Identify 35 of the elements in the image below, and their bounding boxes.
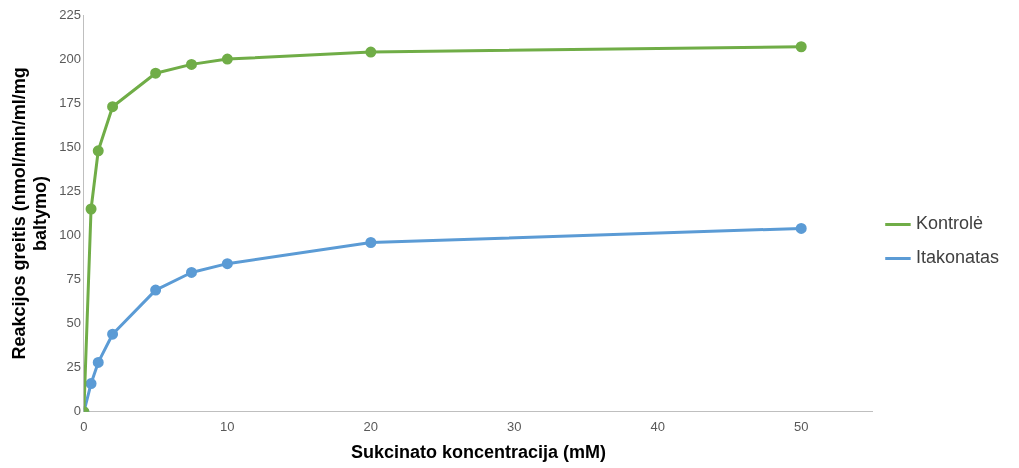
- point: [92, 145, 104, 157]
- y-tick-label: 175: [59, 94, 81, 110]
- point: [85, 378, 97, 390]
- point: [107, 328, 119, 340]
- y-tick-label: 150: [59, 138, 81, 154]
- legend-label: Kontrolė: [915, 213, 983, 234]
- point: [92, 356, 104, 368]
- y-tick-label: 200: [59, 50, 81, 66]
- y-tick-label: 75: [66, 271, 81, 287]
- point: [365, 237, 377, 248]
- point: [85, 203, 97, 215]
- point: [185, 58, 197, 70]
- point: [221, 53, 233, 65]
- legend-label: Itakonatas: [915, 247, 1000, 268]
- point: [795, 222, 807, 234]
- y-tick-label: 125: [59, 182, 81, 198]
- point: [185, 266, 197, 278]
- point: [221, 258, 233, 270]
- y-tick-label: 100: [59, 227, 81, 243]
- y-tick-label: 25: [66, 359, 81, 375]
- y-tick-label: 225: [59, 6, 81, 22]
- y-tick-label: 0: [73, 403, 81, 419]
- point: [150, 284, 162, 296]
- y-tick-label: 50: [66, 315, 81, 331]
- point: [107, 101, 119, 113]
- x-tick-label: 30: [507, 419, 522, 435]
- y-axis-title: Reakcijos greitis (nmol/min/ml/mg baltymo): [8, 67, 51, 360]
- point: [795, 41, 807, 53]
- point: [365, 46, 377, 58]
- x-tick-label: 10: [220, 419, 235, 435]
- x-tick-label: 20: [363, 419, 379, 435]
- point: [150, 67, 162, 79]
- x-tick-label: 50: [793, 419, 809, 435]
- x-axis-title: Sukcinato koncentracija (mM): [350, 442, 606, 463]
- x-tick-label: 40: [650, 419, 665, 435]
